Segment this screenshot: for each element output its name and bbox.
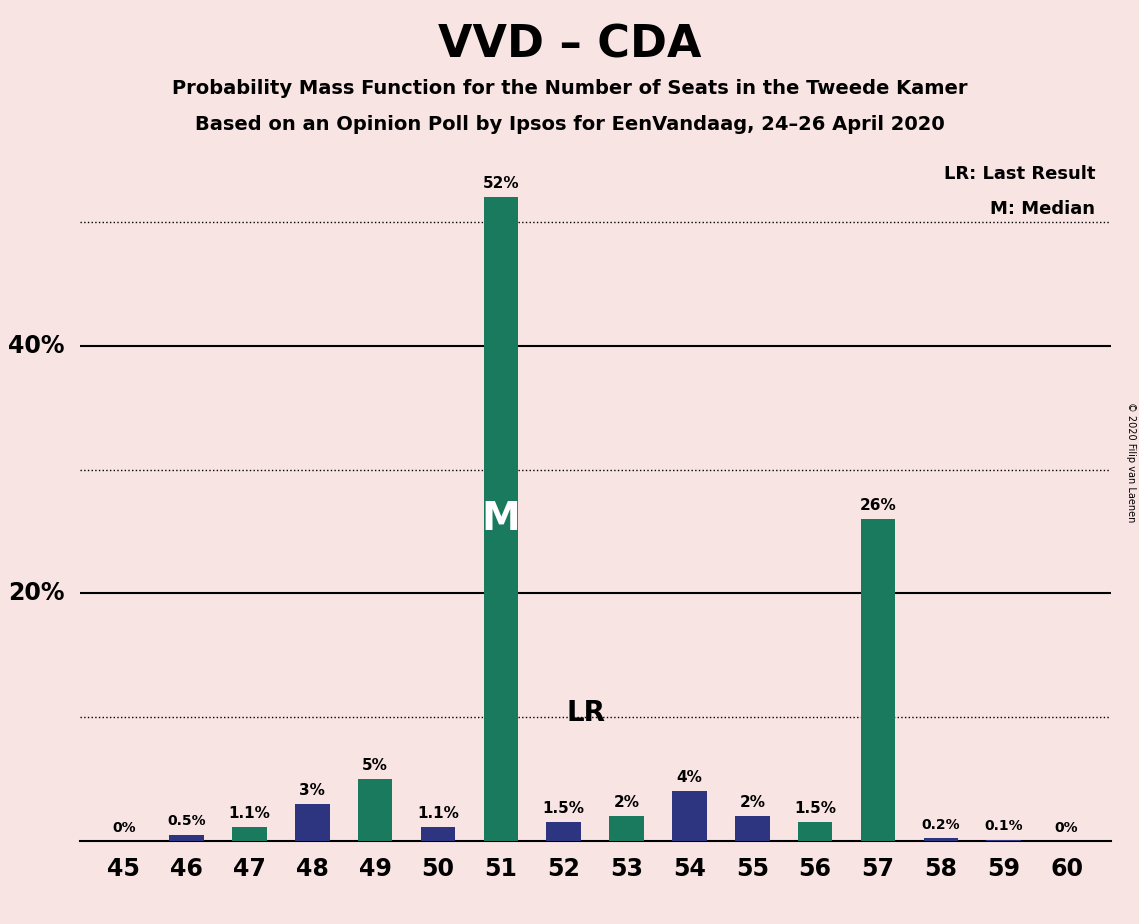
Bar [735, 816, 770, 841]
Text: 40%: 40% [8, 334, 64, 358]
Bar [484, 198, 518, 841]
Bar [986, 840, 1021, 841]
Text: 1.1%: 1.1% [417, 806, 459, 821]
Text: 0.2%: 0.2% [921, 818, 960, 833]
Text: 1.1%: 1.1% [229, 806, 270, 821]
Text: M: M [482, 500, 521, 538]
Text: 1.5%: 1.5% [542, 801, 584, 816]
Text: 0%: 0% [1055, 821, 1079, 834]
Text: 20%: 20% [8, 581, 64, 605]
Text: Probability Mass Function for the Number of Seats in the Tweede Kamer: Probability Mass Function for the Number… [172, 79, 967, 98]
Bar [924, 838, 958, 841]
Text: 5%: 5% [362, 758, 388, 772]
Text: VVD – CDA: VVD – CDA [437, 23, 702, 67]
Text: 52%: 52% [483, 176, 519, 191]
Text: 0.1%: 0.1% [984, 820, 1023, 833]
Text: LR: LR [567, 699, 606, 727]
Bar [420, 827, 456, 841]
Bar [232, 827, 267, 841]
Text: Based on an Opinion Poll by Ipsos for EenVandaag, 24–26 April 2020: Based on an Opinion Poll by Ipsos for Ee… [195, 116, 944, 135]
Text: 3%: 3% [300, 783, 326, 797]
Bar [797, 822, 833, 841]
Bar [672, 791, 706, 841]
Text: 2%: 2% [614, 795, 640, 810]
Bar [358, 779, 393, 841]
Text: LR: Last Result: LR: Last Result [943, 165, 1095, 183]
Bar [861, 519, 895, 841]
Text: 4%: 4% [677, 770, 703, 785]
Text: 0.5%: 0.5% [167, 814, 206, 829]
Bar [609, 816, 644, 841]
Text: © 2020 Filip van Laenen: © 2020 Filip van Laenen [1126, 402, 1136, 522]
Bar [170, 834, 204, 841]
Text: 26%: 26% [860, 498, 896, 513]
Bar [547, 822, 581, 841]
Text: M: Median: M: Median [990, 200, 1095, 218]
Text: 2%: 2% [739, 795, 765, 810]
Bar [295, 804, 329, 841]
Text: 1.5%: 1.5% [794, 801, 836, 816]
Text: 0%: 0% [112, 821, 136, 834]
